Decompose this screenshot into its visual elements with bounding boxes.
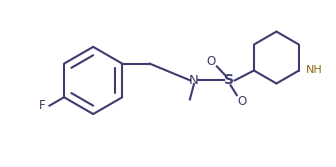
Text: F: F bbox=[39, 99, 46, 112]
Text: O: O bbox=[206, 55, 215, 68]
Text: N: N bbox=[189, 74, 199, 87]
Text: S: S bbox=[224, 73, 234, 88]
Text: O: O bbox=[237, 95, 247, 108]
Text: NH: NH bbox=[306, 65, 322, 75]
